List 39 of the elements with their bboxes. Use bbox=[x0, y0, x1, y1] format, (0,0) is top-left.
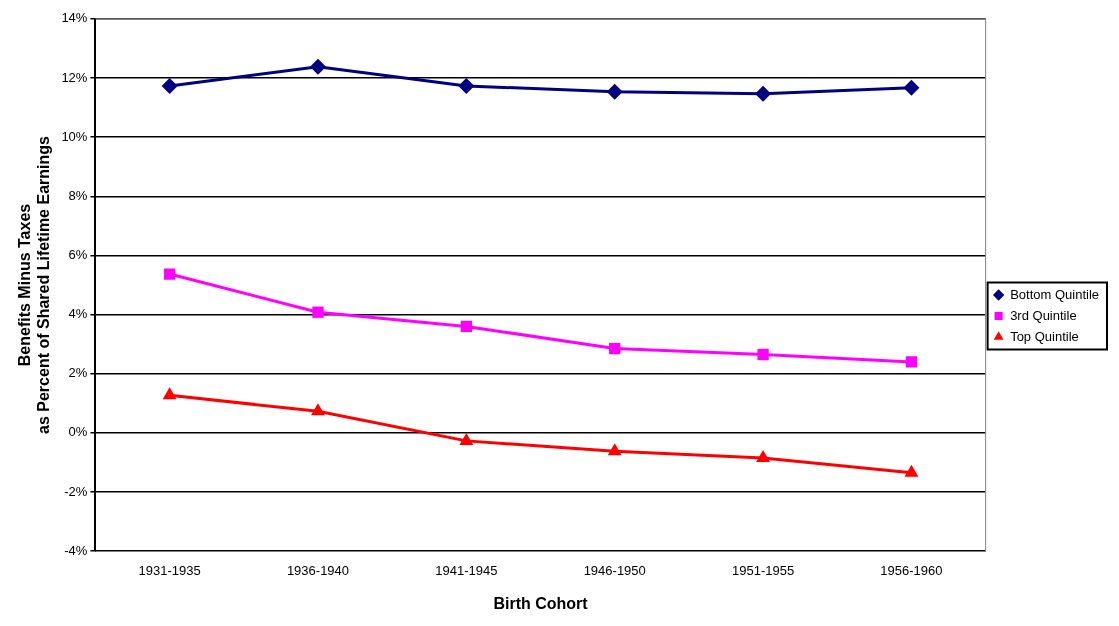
y-tick-label: -4% bbox=[64, 542, 88, 558]
x-tick-label: 1941-1945 bbox=[435, 562, 498, 578]
x-tick-label: 1951-1955 bbox=[731, 562, 795, 578]
y-tick-label: 6% bbox=[68, 247, 88, 262]
x-axis-title: Birth Cohort bbox=[493, 594, 589, 612]
point bbox=[903, 79, 920, 96]
point bbox=[161, 77, 178, 94]
x-tick-label: 1956-1960 bbox=[880, 562, 943, 578]
y-tick-label: -2% bbox=[64, 483, 88, 499]
y-tick-label: 2% bbox=[68, 365, 88, 381]
point bbox=[460, 320, 472, 333]
legend-label: 3rd Quintile bbox=[1010, 307, 1077, 323]
point bbox=[163, 268, 176, 280]
point bbox=[607, 443, 622, 456]
point bbox=[756, 450, 770, 463]
point bbox=[606, 83, 623, 100]
point bbox=[459, 432, 474, 445]
y-axis-title: Benefits Minus Taxes as Percent of Shared Lifetime Earnings bbox=[16, 135, 53, 434]
point bbox=[757, 348, 769, 361]
y-tick-label: 0% bbox=[68, 424, 88, 440]
point bbox=[309, 58, 326, 75]
y-tick-label: 4% bbox=[68, 306, 88, 322]
point bbox=[609, 342, 621, 355]
x-tick-label: 1946-1950 bbox=[583, 562, 646, 578]
point bbox=[904, 464, 919, 477]
y-tick-label: 10% bbox=[61, 128, 88, 144]
y-tick-label: 14% bbox=[61, 10, 88, 26]
x-tick-label: 1931-1935 bbox=[138, 562, 201, 578]
legend-label: Top Quintile bbox=[1010, 328, 1079, 344]
point bbox=[312, 306, 324, 318]
y-tick-label: 8% bbox=[68, 187, 88, 203]
point bbox=[905, 356, 918, 368]
point bbox=[311, 403, 325, 416]
y-tick-label: 12% bbox=[61, 69, 88, 85]
legend-label: Bottom Quintile bbox=[1010, 286, 1099, 302]
point bbox=[162, 387, 177, 400]
point bbox=[458, 77, 475, 94]
x-tick-label: 1936-1940 bbox=[286, 562, 350, 578]
point bbox=[755, 85, 772, 102]
